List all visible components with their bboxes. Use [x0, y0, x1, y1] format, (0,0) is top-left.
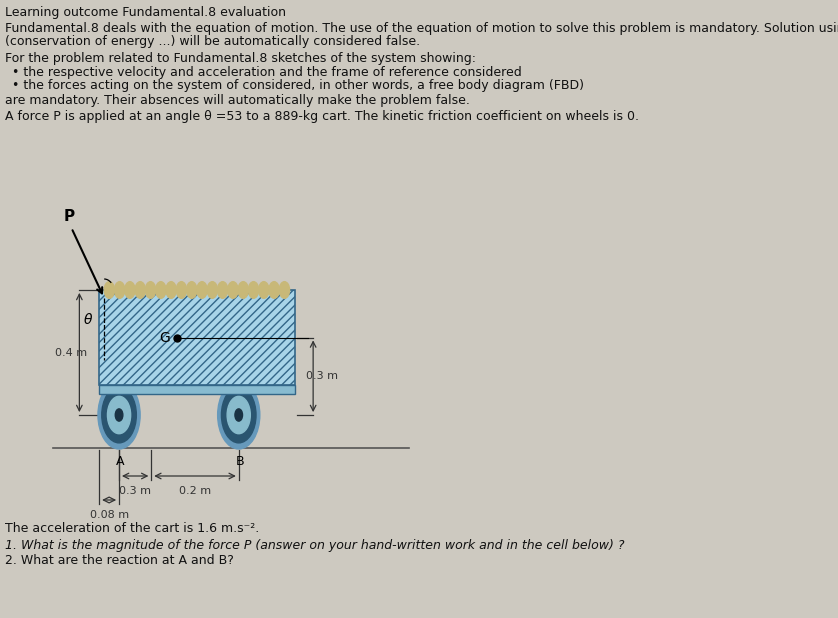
Text: A force P is applied at an angle θ =53 to a 889-kg cart. The kinetic friction co: A force P is applied at an angle θ =53 t…	[5, 110, 639, 123]
Circle shape	[221, 387, 256, 443]
Circle shape	[197, 282, 207, 298]
Text: A: A	[116, 455, 125, 468]
Circle shape	[104, 282, 115, 298]
Text: Fundamental.8 deals with the equation of motion. The use of the equation of moti: Fundamental.8 deals with the equation of…	[5, 22, 838, 35]
Circle shape	[227, 396, 251, 434]
Circle shape	[218, 282, 228, 298]
Text: 0.4 m: 0.4 m	[54, 347, 87, 357]
Text: B: B	[235, 455, 245, 468]
Circle shape	[98, 381, 140, 449]
Circle shape	[187, 282, 197, 298]
Circle shape	[101, 387, 137, 443]
Text: • the forces acting on the system of considered, in other words, a free body dia: • the forces acting on the system of con…	[13, 79, 584, 92]
Text: (conservation of energy ...) will be automatically considered false.: (conservation of energy ...) will be aut…	[5, 35, 420, 48]
Bar	[99, 385, 294, 394]
Circle shape	[116, 409, 123, 421]
Circle shape	[259, 282, 269, 298]
Circle shape	[228, 282, 238, 298]
Text: are mandatory. Their absences will automatically make the problem false.: are mandatory. Their absences will autom…	[5, 94, 470, 107]
Text: $\theta$: $\theta$	[83, 312, 93, 327]
Text: G: G	[159, 331, 170, 344]
Circle shape	[107, 396, 131, 434]
Text: The acceleration of the cart is 1.6 m.s⁻².: The acceleration of the cart is 1.6 m.s⁻…	[5, 522, 259, 535]
Text: • the respective velocity and acceleration and the frame of reference considered: • the respective velocity and accelerati…	[13, 66, 522, 79]
Text: 0.3 m: 0.3 m	[119, 486, 151, 496]
Circle shape	[248, 282, 259, 298]
Text: 0.2 m: 0.2 m	[179, 486, 211, 496]
Circle shape	[207, 282, 218, 298]
Text: P: P	[64, 209, 75, 224]
Circle shape	[269, 282, 279, 298]
Bar	[99, 290, 294, 385]
Circle shape	[125, 282, 135, 298]
Text: 2. What are the reaction at A and B?: 2. What are the reaction at A and B?	[5, 554, 234, 567]
Circle shape	[135, 282, 145, 298]
Text: Learning outcome Fundamental.8 evaluation: Learning outcome Fundamental.8 evaluatio…	[5, 6, 286, 19]
Circle shape	[156, 282, 166, 298]
Circle shape	[115, 282, 125, 298]
Circle shape	[279, 282, 290, 298]
Circle shape	[235, 409, 242, 421]
Circle shape	[145, 282, 156, 298]
Circle shape	[238, 282, 248, 298]
Circle shape	[166, 282, 176, 298]
Text: 0.08 m: 0.08 m	[90, 510, 129, 520]
Text: 1. What is the magnitude of the force P (answer on your hand-written work and in: 1. What is the magnitude of the force P …	[5, 539, 624, 552]
Text: 0.3 m: 0.3 m	[306, 371, 338, 381]
Circle shape	[218, 381, 260, 449]
Text: For the problem related to Fundamental.8 sketches of the system showing:: For the problem related to Fundamental.8…	[5, 52, 476, 65]
Circle shape	[176, 282, 187, 298]
